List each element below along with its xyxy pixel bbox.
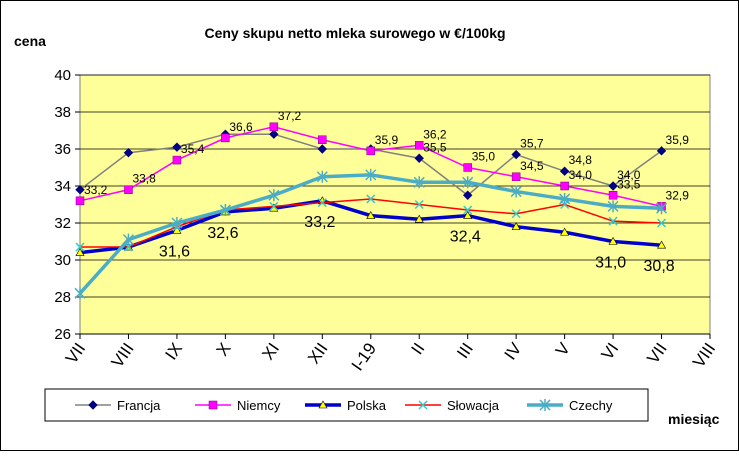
data-label: 34,0	[569, 168, 593, 182]
legend-label: Czechy	[569, 398, 613, 413]
y-tick-label: 38	[54, 104, 71, 121]
data-label: 34,0	[617, 168, 641, 182]
data-label: 30,8	[644, 258, 675, 275]
y-tick-label: 26	[54, 326, 71, 343]
marker	[510, 185, 522, 198]
data-label: 32,4	[450, 229, 481, 246]
marker	[608, 191, 618, 200]
marker	[414, 214, 424, 223]
legend-marker	[318, 400, 328, 409]
marker	[221, 133, 230, 143]
marker	[463, 210, 473, 219]
y-tick-label: 36	[54, 141, 71, 158]
marker	[74, 287, 86, 300]
marker	[172, 155, 182, 165]
y-axis-label: cena	[14, 33, 46, 49]
marker	[317, 198, 327, 208]
marker	[365, 168, 377, 181]
legend-marker	[418, 400, 428, 410]
marker	[122, 233, 134, 246]
marker	[608, 216, 618, 226]
marker	[172, 142, 182, 152]
marker	[656, 202, 668, 215]
marker	[511, 209, 521, 219]
y-tick-label: 28	[54, 289, 71, 306]
marker	[608, 236, 618, 245]
marker	[171, 217, 183, 229]
data-label: 33,8	[132, 172, 156, 186]
legend-label: Słowacja	[447, 398, 500, 413]
y-tick-label: 34	[54, 178, 71, 195]
marker	[463, 205, 473, 215]
y-tick-label: 40	[54, 67, 71, 84]
marker	[463, 163, 472, 172]
marker	[511, 172, 521, 181]
marker	[414, 153, 424, 163]
marker	[559, 166, 570, 176]
data-label: 32,9	[666, 188, 690, 202]
marker	[75, 247, 85, 256]
marker	[607, 200, 619, 213]
legend-marker	[88, 400, 98, 410]
marker	[269, 129, 279, 139]
data-label: 36,2	[423, 127, 447, 141]
marker	[268, 189, 280, 202]
data-label: 33,5	[617, 177, 641, 191]
marker	[414, 199, 424, 210]
data-label: 35,5	[423, 140, 447, 154]
marker	[511, 222, 521, 230]
marker	[657, 218, 667, 228]
marker	[366, 210, 376, 219]
legend-marker	[208, 400, 218, 410]
marker	[560, 227, 570, 236]
marker	[656, 146, 667, 156]
marker	[219, 204, 231, 217]
data-label: 35,9	[666, 133, 690, 147]
marker	[413, 176, 425, 189]
legend-label: Francja	[117, 398, 161, 413]
legend-label: Niemcy	[237, 398, 281, 413]
marker	[124, 185, 133, 194]
marker	[608, 181, 618, 191]
marker	[657, 240, 667, 249]
marker	[559, 192, 571, 205]
data-label: 32,6	[207, 225, 238, 242]
legend-marker	[539, 399, 551, 411]
marker	[75, 184, 85, 195]
marker	[414, 141, 424, 150]
data-label: 37,2	[278, 109, 302, 123]
marker	[75, 242, 85, 252]
marker	[316, 170, 328, 183]
y-tick-label: 30	[54, 252, 71, 269]
data-label: 35,0	[472, 150, 496, 164]
marker	[366, 194, 376, 204]
data-label: 34,8	[569, 153, 593, 167]
legend-label: Polska	[347, 398, 387, 413]
marker	[366, 146, 376, 156]
data-label: 33,2	[84, 183, 108, 197]
data-label: 35,9	[375, 133, 399, 147]
data-label: 36,6	[229, 120, 253, 134]
marker	[318, 135, 327, 144]
data-label: 31,6	[159, 243, 190, 260]
marker	[269, 201, 279, 211]
marker	[511, 149, 521, 160]
marker	[560, 181, 569, 191]
data-label: 31,0	[595, 255, 626, 272]
data-label: 33,2	[304, 214, 335, 231]
y-tick-label: 32	[54, 215, 71, 232]
data-label: 34,5	[520, 159, 544, 173]
chart-title: Ceny skupu netto mleka surowego w €/100k…	[204, 25, 505, 41]
data-label: 35,4	[181, 142, 205, 156]
marker	[269, 122, 279, 132]
marker	[317, 144, 328, 154]
marker	[462, 190, 473, 200]
marker	[462, 176, 474, 189]
data-label: 35,7	[520, 137, 544, 151]
marker	[75, 196, 85, 206]
marker	[172, 225, 182, 234]
marker	[123, 147, 134, 158]
x-axis-label: miesiąc	[668, 411, 720, 427]
